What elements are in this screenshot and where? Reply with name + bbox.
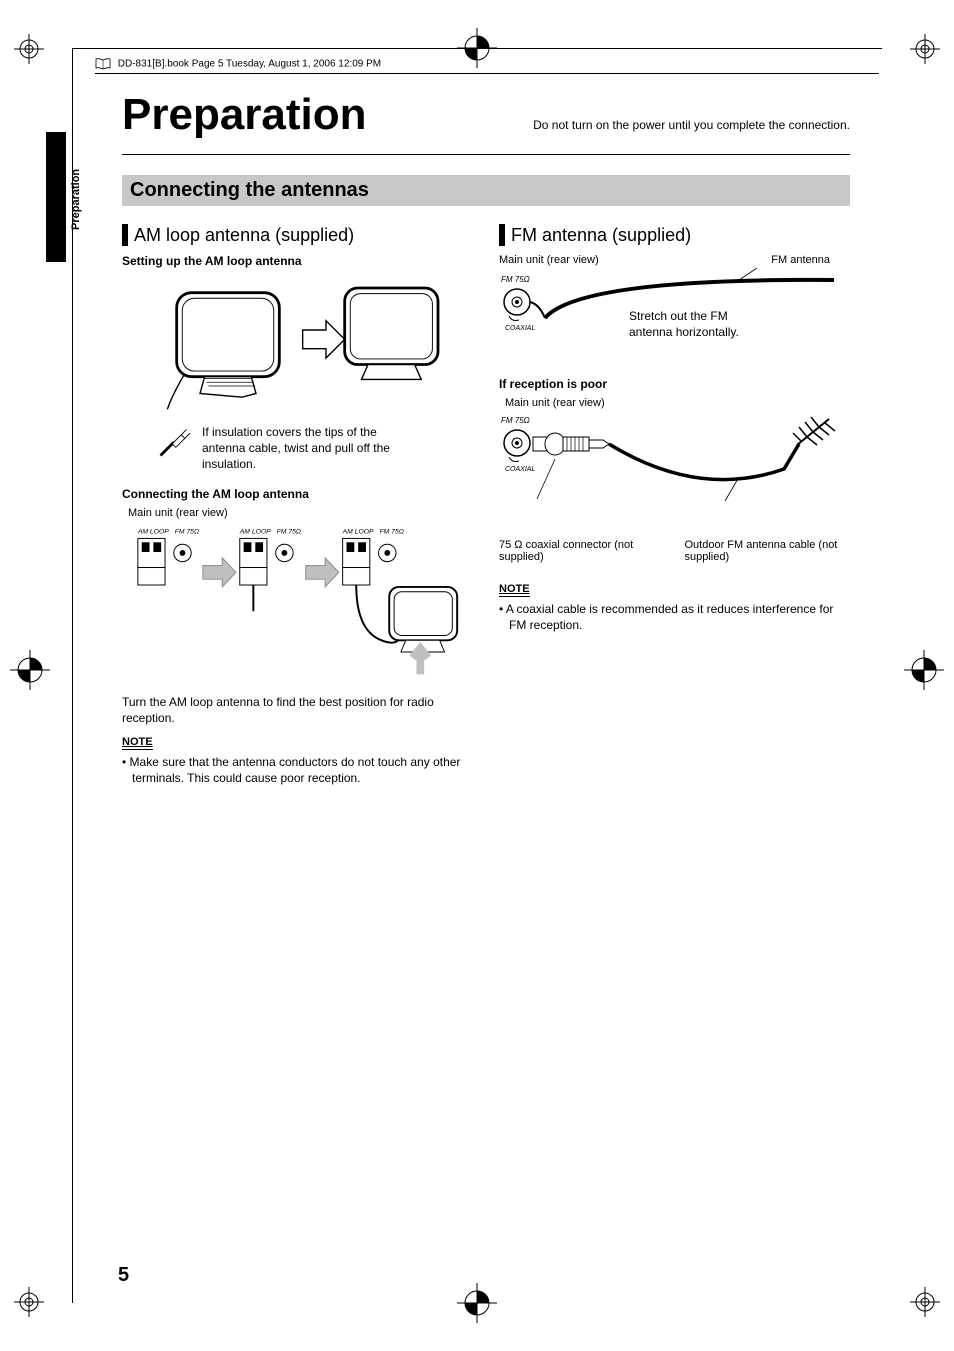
title-warning: Do not turn on the power until you compl… bbox=[533, 118, 850, 140]
am-note-head: NOTE bbox=[122, 736, 153, 750]
heading-bar-icon bbox=[499, 224, 505, 246]
crop-mark-tl bbox=[14, 34, 44, 64]
svg-text:COAXIAL: COAXIAL bbox=[505, 325, 535, 332]
fm-top-labels: Main unit (rear view) FM antenna bbox=[499, 254, 850, 266]
fm-figure-1: FM 75Ω COAXIAL Stretch out the FM antenn… bbox=[499, 268, 850, 363]
svg-text:FM 75Ω: FM 75Ω bbox=[501, 416, 530, 425]
svg-text:Stretch out the FM: Stretch out the FM bbox=[629, 309, 728, 323]
fm-note-head: NOTE bbox=[499, 583, 530, 597]
coax-label: 75 Ω coaxial connector (not supplied) bbox=[499, 539, 665, 563]
page-content: Preparation Preparation Do not turn on t… bbox=[122, 90, 850, 1281]
register-mark-left bbox=[10, 650, 50, 690]
fm-antenna-label: FM antenna bbox=[771, 254, 850, 266]
fm-poor-head: If reception is poor bbox=[499, 377, 850, 391]
fm-heading: FM antenna (supplied) bbox=[499, 224, 850, 246]
svg-text:AM LOOP: AM LOOP bbox=[341, 528, 373, 535]
title-divider bbox=[122, 154, 850, 155]
svg-text:AM LOOP: AM LOOP bbox=[136, 528, 168, 535]
crop-mark-bl bbox=[14, 1287, 44, 1317]
title-row: Preparation Do not turn on the power unt… bbox=[122, 90, 850, 140]
insulation-row: If insulation covers the tips of the ant… bbox=[156, 424, 473, 473]
two-columns: AM loop antenna (supplied) Setting up th… bbox=[122, 224, 850, 786]
fm-rear-label: Main unit (rear view) bbox=[499, 254, 771, 266]
side-tab bbox=[46, 132, 66, 262]
svg-text:FM 75Ω: FM 75Ω bbox=[501, 275, 530, 284]
svg-text:FM 75Ω: FM 75Ω bbox=[276, 528, 300, 535]
am-rear-label: Main unit (rear view) bbox=[128, 507, 473, 519]
fm-note-bullet: • A coaxial cable is recommended as it r… bbox=[499, 601, 850, 633]
am-turn-text: Turn the AM loop antenna to find the bes… bbox=[122, 694, 473, 726]
left-column: AM loop antenna (supplied) Setting up th… bbox=[122, 224, 473, 786]
am-heading-text: AM loop antenna (supplied) bbox=[134, 225, 354, 246]
running-header: DD-831[B].book Page 5 Tuesday, August 1,… bbox=[95, 58, 879, 74]
insulation-text: If insulation covers the tips of the ant… bbox=[202, 424, 412, 473]
svg-text:COAXIAL: COAXIAL bbox=[505, 466, 535, 473]
cable-tip-icon bbox=[156, 424, 192, 460]
crop-mark-tr bbox=[910, 34, 940, 64]
am-sub1: Setting up the AM loop antenna bbox=[122, 254, 473, 268]
am-sub2: Connecting the AM loop antenna bbox=[122, 487, 473, 501]
book-icon bbox=[95, 58, 111, 70]
section-heading: Connecting the antennas bbox=[122, 175, 850, 206]
fm-fig2-caption: 75 Ω coaxial connector (not supplied) Ou… bbox=[499, 539, 850, 563]
fm-rear-label2: Main unit (rear view) bbox=[505, 397, 850, 409]
header-text: DD-831[B].book Page 5 Tuesday, August 1,… bbox=[118, 59, 381, 70]
am-connect-figure: AM LOOP FM 75Ω AM LOOP FM 75Ω bbox=[122, 519, 473, 684]
crop-mark-br bbox=[910, 1287, 940, 1317]
page-number: 5 bbox=[118, 1264, 129, 1287]
outdoor-label: Outdoor FM antenna cable (not supplied) bbox=[685, 539, 851, 563]
am-heading: AM loop antenna (supplied) bbox=[122, 224, 473, 246]
fm-heading-text: FM antenna (supplied) bbox=[511, 225, 691, 246]
am-note-bullet: • Make sure that the antenna conductors … bbox=[122, 754, 473, 786]
register-mark-right bbox=[904, 650, 944, 690]
right-column: FM antenna (supplied) Main unit (rear vi… bbox=[499, 224, 850, 786]
fm-figure-2: FM 75Ω COAXIAL bbox=[499, 409, 850, 529]
am-setup-figure bbox=[122, 274, 473, 414]
svg-text:FM 75Ω: FM 75Ω bbox=[379, 528, 403, 535]
svg-text:antenna horizontally.: antenna horizontally. bbox=[629, 325, 739, 339]
page-title: Preparation bbox=[122, 90, 367, 140]
heading-bar-icon bbox=[122, 224, 128, 246]
svg-text:FM 75Ω: FM 75Ω bbox=[174, 528, 198, 535]
side-tab-label: Preparation bbox=[70, 169, 82, 230]
svg-text:AM LOOP: AM LOOP bbox=[238, 528, 270, 535]
